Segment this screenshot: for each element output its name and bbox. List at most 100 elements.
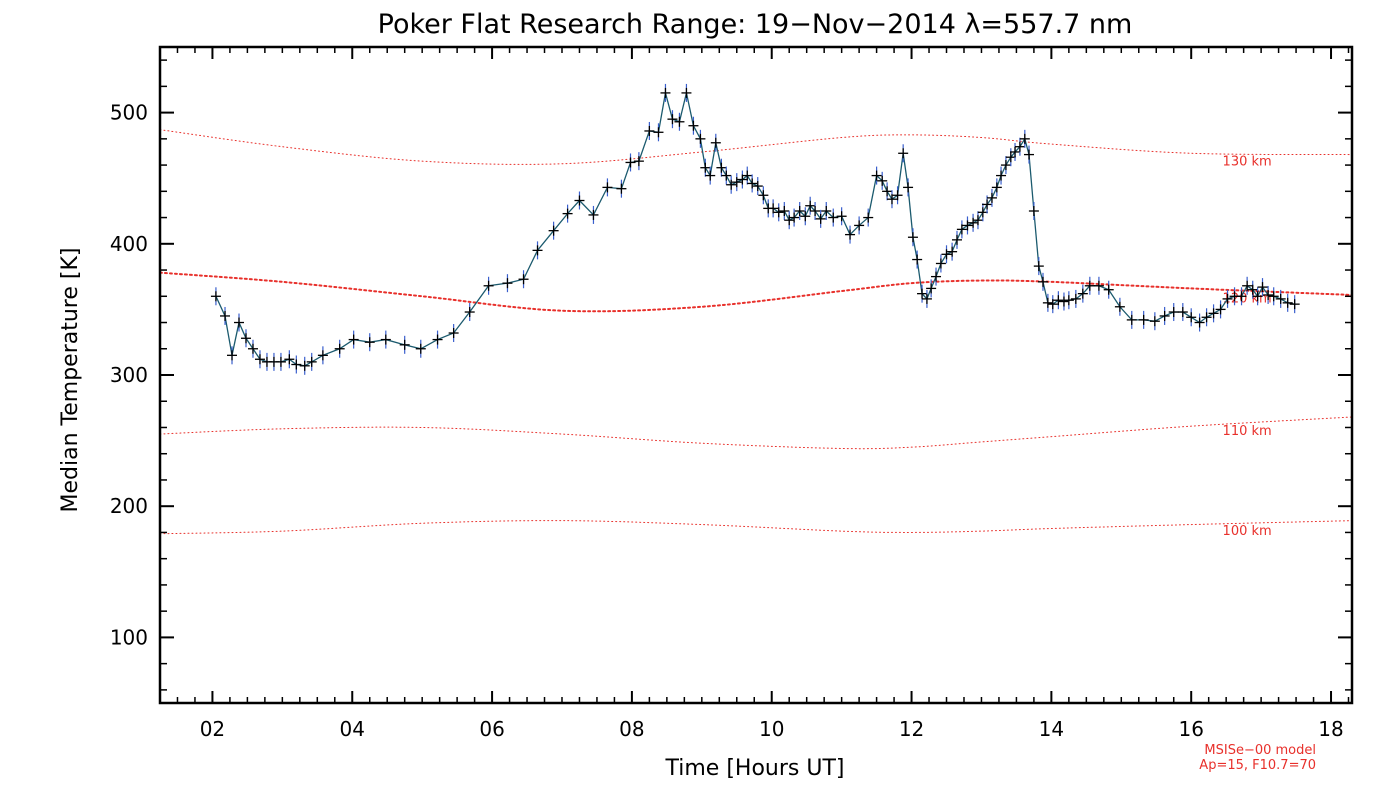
data-point (1114, 297, 1125, 316)
data-point (1289, 295, 1300, 314)
data-point (1236, 287, 1247, 306)
data-point (1010, 142, 1021, 161)
data-point (700, 158, 711, 177)
data-point (234, 313, 245, 332)
data-point (227, 346, 238, 365)
data-point (854, 216, 865, 235)
model-curve (159, 271, 1353, 313)
y-tick-label: 400 (110, 232, 148, 256)
y-tick-label: 100 (110, 625, 148, 649)
data-point (432, 330, 443, 349)
x-tick-label: 14 (1039, 717, 1064, 741)
data-point (1070, 289, 1081, 308)
y-tick-label: 300 (110, 363, 148, 387)
data-point (1024, 145, 1035, 164)
data-point (917, 284, 928, 303)
data-point (518, 270, 529, 289)
data-point (399, 335, 410, 354)
model-curve-label: 100 km (1223, 524, 1272, 539)
data-point (1159, 306, 1170, 325)
data-point (892, 186, 903, 205)
model-curve-label: 110 km (1223, 424, 1272, 439)
chart-title: Poker Flat Research Range: 19−Nov−2014 λ… (378, 9, 1133, 40)
model-curve (159, 416, 1353, 450)
data-point (912, 250, 923, 269)
model-note-line-2: Ap=15, F10.7=70 (1199, 758, 1316, 773)
data-point (602, 178, 613, 197)
data-point (1014, 137, 1025, 156)
data-point (653, 123, 664, 142)
data-point (977, 203, 988, 222)
data-point (284, 350, 295, 369)
data-point (956, 220, 967, 239)
data-point (903, 178, 914, 197)
data-point (667, 110, 678, 129)
data-point (254, 350, 265, 369)
data-point (1019, 129, 1030, 148)
plot-frame (158, 45, 1354, 705)
data-point (821, 202, 832, 220)
data-point (1194, 313, 1205, 332)
data-point (794, 202, 805, 220)
data-point (779, 202, 790, 220)
data-point (1268, 287, 1279, 306)
data-point (502, 274, 513, 293)
data-point (705, 166, 716, 185)
data-point (1168, 303, 1179, 322)
data-point (1033, 257, 1044, 276)
data-point (828, 208, 839, 227)
data-point (415, 339, 426, 358)
data-point (1063, 291, 1074, 310)
x-tick-label: 18 (1318, 717, 1343, 741)
data-point (562, 204, 573, 223)
model-curve-label: 130 km (1223, 155, 1272, 170)
x-tick-label: 08 (619, 717, 644, 741)
data-point (616, 179, 627, 198)
data-point (726, 175, 737, 194)
data-point (548, 221, 559, 240)
data-point (464, 303, 475, 322)
data-point (815, 209, 826, 228)
x-tick-label: 04 (340, 717, 365, 741)
data-point (886, 190, 897, 209)
data-point (907, 228, 918, 247)
data-point (625, 153, 636, 172)
data-point (972, 211, 983, 230)
x-tick-label: 10 (759, 717, 784, 741)
data-point (317, 346, 328, 365)
data-point (1257, 278, 1268, 297)
data-point (926, 279, 937, 298)
data-point (574, 191, 585, 210)
data-point (747, 174, 758, 193)
data-point (1201, 308, 1212, 327)
data-point (1252, 287, 1263, 306)
data-point (1093, 276, 1104, 295)
data-point (1215, 300, 1226, 319)
data-point (240, 329, 251, 348)
data-point (951, 230, 962, 249)
data-point (1242, 276, 1253, 295)
data-point (681, 83, 692, 102)
data-point (644, 121, 655, 140)
data-point (805, 196, 816, 215)
data-point (1042, 293, 1053, 312)
data-point (871, 166, 882, 185)
data-point (921, 289, 932, 308)
data-point (448, 324, 459, 343)
data-point (483, 276, 494, 295)
data-point (291, 355, 302, 374)
data-point (768, 199, 779, 218)
axes-layer: 02 04 06 08 10 12 14 16 18 100 200 300 400 500 (110, 45, 1354, 741)
x-axis-label: Time [Hours UT] (665, 756, 845, 781)
data-point (1186, 308, 1197, 327)
data-point (931, 267, 942, 286)
data-point (968, 213, 979, 232)
data-point (898, 144, 909, 163)
data-point (731, 173, 742, 192)
data-point (1275, 289, 1286, 308)
data-point (695, 129, 706, 148)
data-point (364, 333, 375, 352)
x-tick-label: 02 (200, 717, 225, 741)
